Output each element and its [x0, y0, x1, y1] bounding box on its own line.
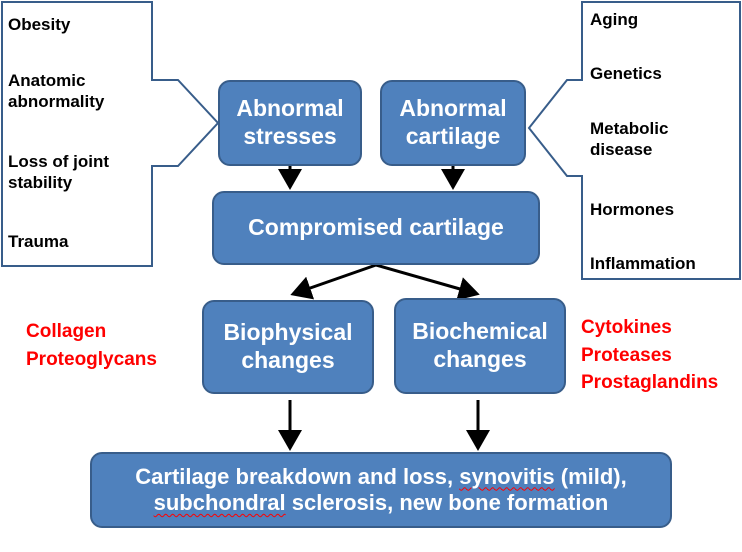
- node-biochemical-changes: Biochemical changes: [394, 298, 566, 394]
- left-factor-anatomic-abnormality: Anatomic abnormality: [8, 71, 105, 112]
- node-biophysical-changes: Biophysical changes: [202, 300, 374, 394]
- left-factor-trauma: Trauma: [8, 232, 69, 251]
- right-factor-genetics: Genetics: [590, 64, 662, 83]
- node-compromised-cartilage: Compromised cartilage: [212, 191, 540, 265]
- left-factor-obesity: Obesity: [8, 15, 71, 34]
- biophysical-annotation: Collagen Proteoglycans: [26, 321, 157, 370]
- arrow-compromised-to-biophysical: [290, 263, 377, 300]
- node-abnormal-cartilage: Abnormal cartilage: [380, 80, 526, 166]
- left-factors-callout: [1, 1, 220, 267]
- biochemical-annotation: Cytokines Proteases Prostaglandins: [581, 317, 719, 394]
- left-factor-loss-of-joint-stability: Loss of joint stability: [8, 152, 110, 193]
- outcome-synovitis-word: synovitis: [459, 463, 555, 489]
- right-factor-metabolic-disease: Metabolic disease: [590, 119, 669, 160]
- right-factors-callout: [527, 1, 741, 280]
- node-outcome: Cartilage breakdown and loss, synovitis …: [90, 452, 672, 528]
- right-factor-inflammation: Inflammation: [590, 254, 696, 273]
- outcome-subchondral-word: subchondral: [153, 490, 286, 515]
- right-factor-hormones: Hormones: [590, 200, 675, 219]
- arrow-compromised-to-biochemical: [375, 263, 480, 301]
- right-factor-aging: Aging: [590, 10, 639, 29]
- node-abnormal-stresses: Abnormal stresses: [218, 80, 362, 166]
